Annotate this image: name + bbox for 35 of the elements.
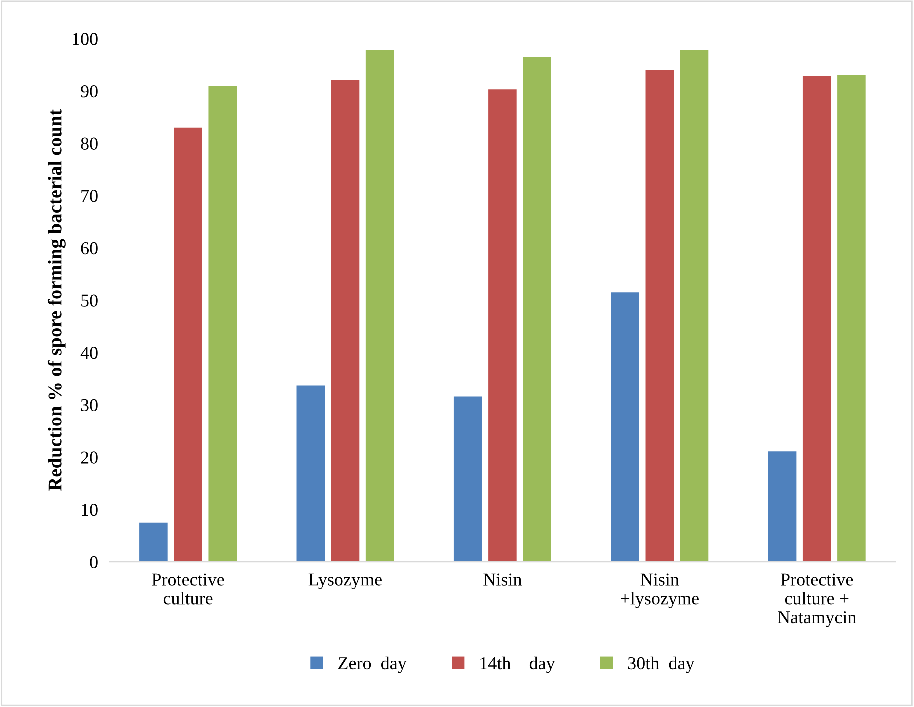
bar	[366, 50, 394, 562]
legend-label: Zero day	[338, 656, 407, 674]
y-tick-label: 0	[90, 556, 98, 569]
bar	[768, 452, 797, 562]
y-tick-label: 70	[82, 190, 98, 202]
bar	[611, 292, 640, 562]
bar	[331, 80, 360, 562]
bar	[838, 76, 866, 562]
bar	[488, 90, 517, 562]
bar	[680, 50, 709, 562]
y-axis-title: Reduction % of spore forming bacterial count	[48, 110, 66, 492]
y-tick-label: 40	[80, 347, 98, 360]
bar	[523, 57, 552, 562]
legend-label: 14th day	[480, 656, 556, 674]
bar	[802, 76, 832, 562]
bar	[174, 128, 202, 562]
y-tick-label: 90	[81, 85, 98, 98]
bar	[454, 396, 482, 562]
x-tick-label: Nisin +lysozyme	[621, 574, 699, 608]
y-tick-label: 50	[82, 294, 98, 307]
bar	[646, 70, 674, 562]
x-tick-label: Protective culture + Natamycin	[778, 574, 856, 628]
y-tick-label: 30	[81, 399, 98, 412]
y-tick-label: 80	[81, 138, 98, 150]
bar	[208, 86, 238, 562]
bar	[140, 522, 168, 562]
y-tick-label: 60	[81, 242, 98, 255]
y-tick-label: 100	[73, 33, 98, 46]
x-tick-label: Nisin	[484, 574, 522, 586]
y-tick-label: 20	[81, 452, 98, 464]
bar	[296, 386, 326, 562]
x-tick-label: Protective culture	[152, 574, 224, 605]
legend-label: 30th day	[628, 656, 695, 674]
x-tick-label: Lysozyme	[308, 574, 382, 590]
y-tick-label: 10	[82, 504, 98, 516]
